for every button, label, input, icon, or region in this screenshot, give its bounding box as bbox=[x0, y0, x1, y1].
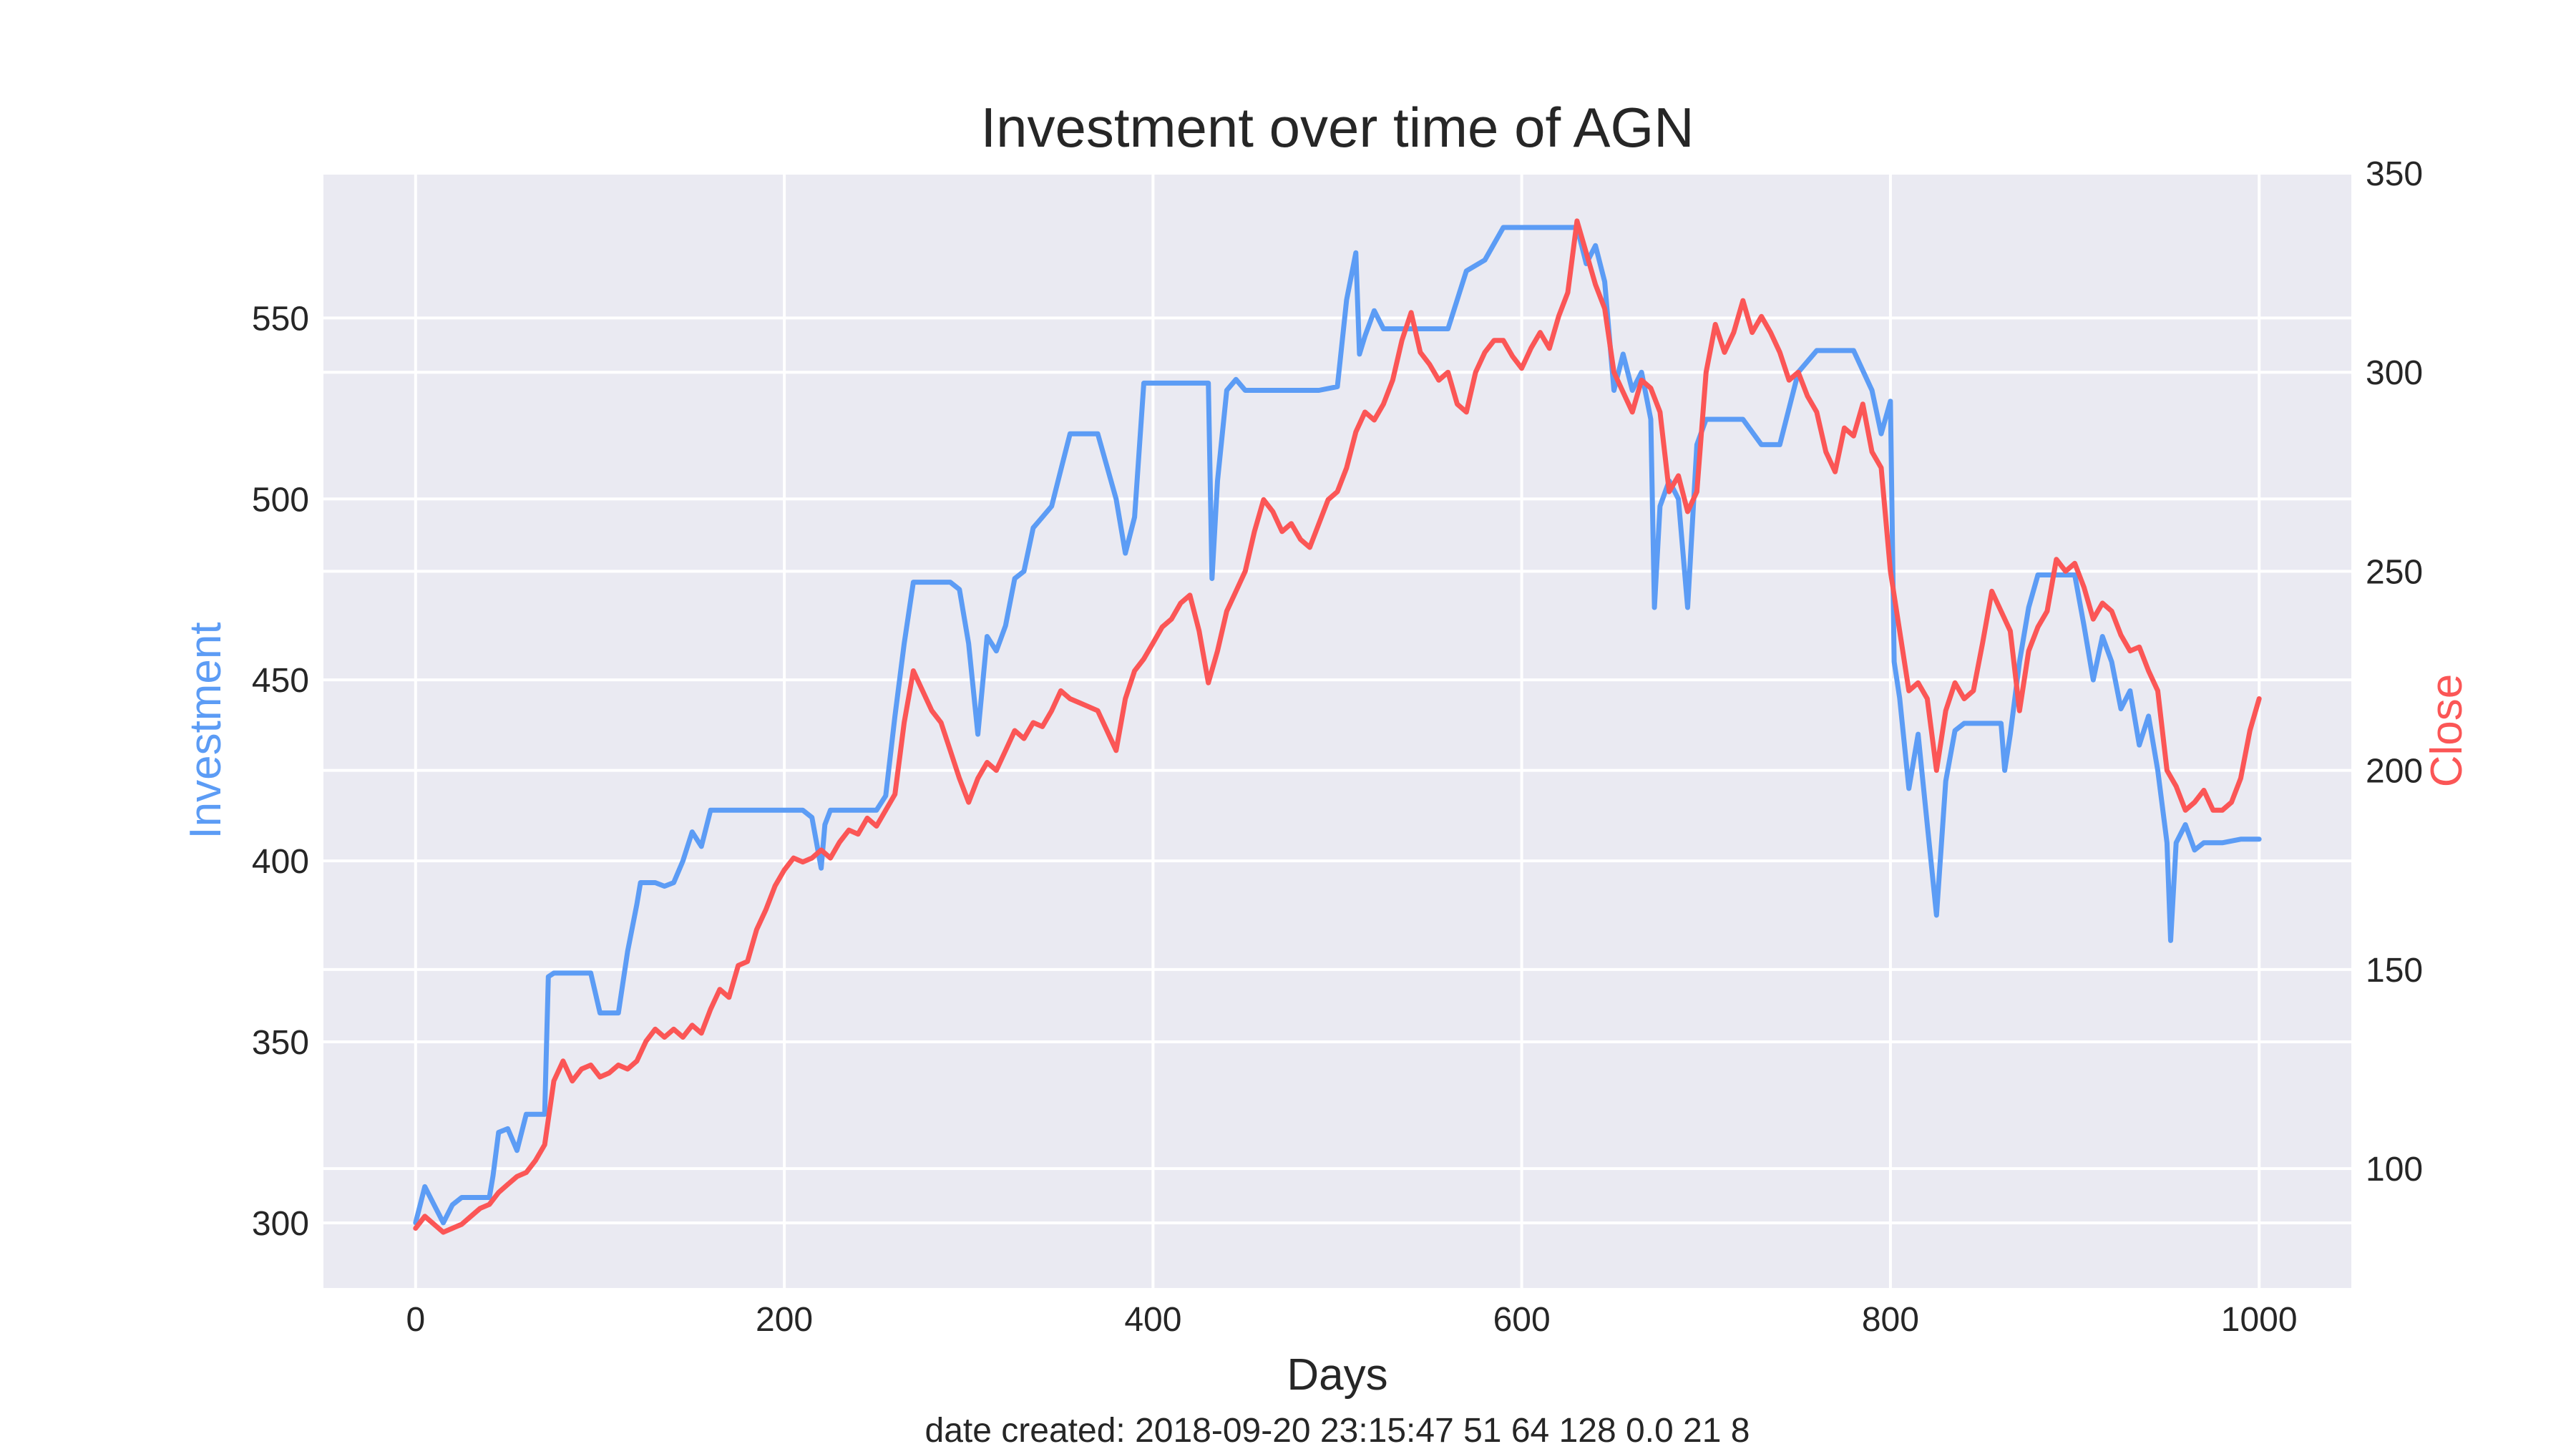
y1-tick-label: 400 bbox=[252, 843, 309, 881]
series-lines bbox=[413, 218, 2262, 1235]
y1-tick-label: 550 bbox=[252, 300, 309, 338]
y2-tick-label: 200 bbox=[2366, 753, 2423, 791]
tick-labels: 0 200 400 600 800 1000 300 350 400 450 500 550 100 15… bbox=[252, 155, 2423, 1339]
x-tick-label: 0 bbox=[406, 1301, 425, 1339]
x-tick-label: 400 bbox=[1124, 1301, 1181, 1339]
x-tick-label: 200 bbox=[756, 1301, 813, 1339]
y1-tick-label: 350 bbox=[252, 1024, 309, 1062]
y2-tick-label: 350 bbox=[2366, 155, 2423, 193]
date-created-caption: date created: 2018-09-20 23:15:47 51 64 … bbox=[925, 1412, 1750, 1449]
x-tick-label: 600 bbox=[1493, 1301, 1551, 1339]
y2-tick-label: 150 bbox=[2366, 952, 2423, 990]
right-y-axis-label: Close bbox=[2422, 674, 2472, 788]
y2-tick-label: 250 bbox=[2366, 553, 2423, 591]
investment-series-line bbox=[413, 225, 2262, 1226]
x-axis-label: Days bbox=[1287, 1350, 1387, 1400]
y1-tick-label: 300 bbox=[252, 1205, 309, 1243]
close-series-line bbox=[413, 218, 2262, 1235]
y2-tick-label: 100 bbox=[2366, 1151, 2423, 1189]
y1-tick-label: 500 bbox=[252, 481, 309, 519]
y2-tick-label: 300 bbox=[2366, 354, 2423, 392]
plot-area-background bbox=[323, 173, 2351, 1288]
y1-tick-label: 450 bbox=[252, 662, 309, 700]
chart-title: Investment over time of AGN bbox=[980, 96, 1694, 159]
x-tick-label: 800 bbox=[1862, 1301, 1919, 1339]
left-y-axis-label: Investment bbox=[181, 622, 230, 839]
x-tick-label: 1000 bbox=[2221, 1301, 2298, 1339]
